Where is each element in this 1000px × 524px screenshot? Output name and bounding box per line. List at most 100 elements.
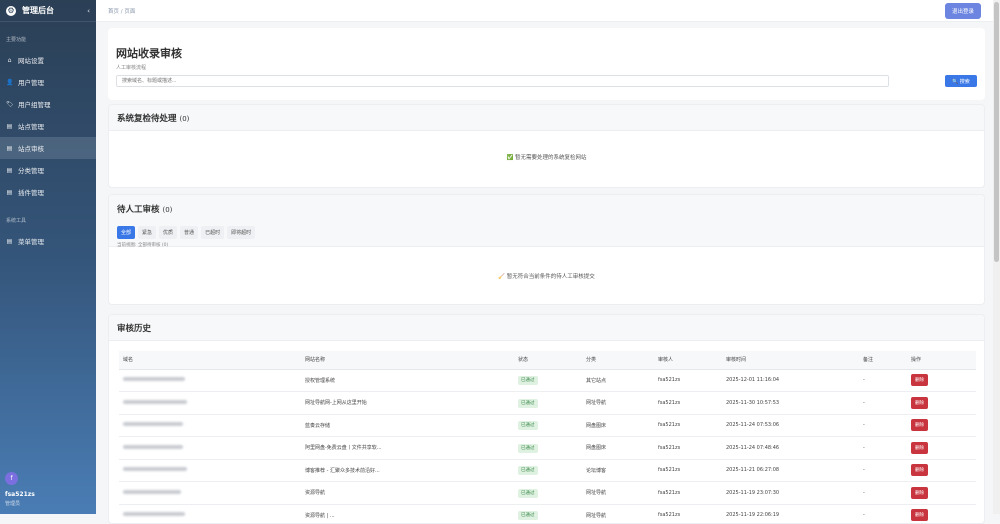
column-header: 审核人: [654, 351, 722, 370]
category: 网盘图床: [582, 414, 654, 437]
table-row: 授权管理系统 已通过 其它站点 fsa521zs 2025-12-01 11:1…: [119, 369, 976, 392]
delete-button[interactable]: 删除: [911, 396, 928, 409]
search-input[interactable]: [116, 75, 889, 87]
check-icon: ✅: [506, 155, 514, 161]
category: 网址导航: [582, 481, 654, 505]
reviewer: fsa521zs: [654, 459, 722, 482]
note: -: [859, 391, 907, 415]
note: -: [859, 414, 907, 437]
system-recheck-card: 系统复检待处理 (0) ✅ 暂无需要处理的系统复检网站: [108, 104, 985, 188]
table-row: 阿里网盘-免费云盘丨文件共享软... 已通过 网盘图床 fsa521zs 202…: [119, 436, 976, 460]
document-icon: ▤: [6, 166, 13, 174]
filter-chip[interactable]: 紧急: [138, 226, 157, 239]
delete-button[interactable]: 删除: [911, 419, 928, 432]
sidebar-item-tool-0[interactable]: ▤ 菜单管理: [0, 230, 96, 252]
history-table: 域名 网站名称 状态 分类 审核人 审核时间 备注 操作 授权管理系统 已通过 其它站点 fs…: [119, 351, 976, 523]
sidebar-item-label: 网站设置: [18, 57, 44, 65]
sidebar-item-label: 菜单管理: [18, 238, 44, 246]
column-header: 网站名称: [301, 351, 514, 370]
filter-chip[interactable]: 优质: [159, 226, 178, 239]
status-badge: 已通过: [518, 511, 538, 521]
user-name: fsa521zs: [5, 491, 35, 498]
sidebar-item-3[interactable]: ▤ 站点管理: [0, 115, 96, 137]
site-name: 资源导航 | ...: [301, 504, 514, 523]
sidebar-item-6[interactable]: ▤ 插件管理: [0, 181, 96, 203]
sidebar-item-label: 站点管理: [18, 123, 44, 131]
site-name: 资源导航: [301, 481, 514, 505]
site-name: 阿里网盘-免费云盘丨文件共享软...: [301, 436, 514, 460]
site-name: 蓝奏云存储: [301, 414, 514, 437]
scrollbar[interactable]: [993, 0, 1000, 514]
header-card: 网站收录审核 人工审核流程 🔍 搜索: [108, 28, 985, 100]
note: -: [859, 459, 907, 482]
reviewer: fsa521zs: [654, 436, 722, 460]
category: 网盘图床: [582, 436, 654, 460]
blurred-domain: [123, 377, 185, 382]
category: 网址导航: [582, 504, 654, 523]
table-row: 网址导航网-上网从这里开始 已通过 网址导航 fsa521zs 2025-11-…: [119, 391, 976, 415]
column-header: 状态: [514, 351, 582, 370]
gear-icon: ⚙: [6, 5, 16, 16]
filter-chip[interactable]: 已超时: [201, 226, 225, 239]
sidebar-item-4[interactable]: ▤ 站点审核: [0, 137, 96, 159]
sidebar-item-1[interactable]: 👤 用户管理: [0, 71, 96, 93]
status-badge: 已通过: [518, 443, 538, 453]
review-time: 2025-11-24 07:48:46: [722, 436, 859, 460]
sidebar-item-2[interactable]: 🏷 用户组管理: [0, 93, 96, 115]
history-card: 审核历史 域名 网站名称 状态 分类 审核人 审核时间 备注 操作 授权管理系统 已通过 其它…: [108, 314, 985, 524]
site-name: 博客推荐 - 汇聚众多技术前沿好...: [301, 459, 514, 482]
blurred-domain: [123, 467, 187, 472]
search-button[interactable]: 🔍 搜索: [945, 75, 977, 87]
section-title: 系统复检待处理 (0): [117, 113, 190, 124]
sidebar-item-label: 分类管理: [18, 167, 44, 175]
manual-review-card: 待人工审核 (0) 全部 紧急 优质 普通 已超时 即将超时 当前视图: 全部待审核 (0…: [108, 194, 985, 305]
column-header: 分类: [582, 351, 654, 370]
document-icon: ▤: [6, 122, 13, 130]
delete-button[interactable]: 删除: [911, 441, 928, 454]
note: -: [859, 369, 907, 392]
reviewer: fsa521zs: [654, 481, 722, 505]
review-time: 2025-11-19 23:07:30: [722, 481, 859, 505]
site-name: 网址导航网-上网从这里开始: [301, 391, 514, 415]
category: 论坛博客: [582, 459, 654, 482]
delete-button[interactable]: 删除: [911, 374, 928, 387]
avatar: f: [5, 472, 18, 485]
delete-button[interactable]: 删除: [911, 486, 928, 499]
filter-chip[interactable]: 即将超时: [227, 226, 256, 239]
review-time: 2025-11-24 07:53:06: [722, 414, 859, 437]
section-tools: 系统工具: [6, 218, 27, 224]
logout-button[interactable]: 退出登录: [944, 2, 981, 19]
home-icon: ⌂: [7, 56, 12, 64]
review-time: 2025-11-19 22:06:19: [722, 504, 859, 523]
sidebar-item-0[interactable]: ⌂ 网站设置: [0, 49, 96, 71]
chevron-left-icon[interactable]: ‹: [87, 6, 90, 15]
blurred-domain: [123, 399, 187, 404]
breadcrumb[interactable]: 首页 / 页面: [108, 8, 136, 15]
view-note: 当前视图: 全部待审核 (0): [117, 243, 169, 248]
table-row: 博客推荐 - 汇聚众多技术前沿好... 已通过 论坛博客 fsa521zs 20…: [119, 459, 976, 482]
filter-chip[interactable]: 普通: [180, 226, 199, 239]
empty-state: 🧹 暂无符合当前条件的待人工审核提交: [498, 274, 595, 280]
delete-button[interactable]: 删除: [911, 509, 928, 522]
site-name: 授权管理系统: [301, 369, 514, 392]
document-icon: ▤: [6, 188, 13, 196]
section-title: 审核历史: [117, 323, 152, 334]
category: 网址导航: [582, 391, 654, 415]
sidebar: ⚙ 管理后台 ‹ 主要功能 ⌂ 网站设置 👤 用户管理 🏷 用户组管理 ▤ 站点管理 ▤ 站点审核…: [0, 0, 96, 514]
review-time: 2025-12-01 11:16:04: [722, 369, 859, 392]
user-panel[interactable]: f fsa521zs 管理员: [0, 464, 96, 514]
delete-button[interactable]: 删除: [911, 464, 928, 477]
user-role: 管理员: [5, 501, 21, 507]
section-main: 主要功能: [6, 37, 27, 43]
sidebar-item-5[interactable]: ▤ 分类管理: [0, 159, 96, 181]
search-icon: 🔍: [952, 78, 960, 85]
note: -: [859, 436, 907, 460]
topbar: 首页 / 页面 退出登录: [96, 0, 993, 22]
filter-chip[interactable]: 全部: [117, 226, 136, 239]
sidebar-item-label: 站点审核: [18, 145, 44, 153]
table-row: 蓝奏云存储 已通过 网盘图床 fsa521zs 2025-11-24 07:53…: [119, 414, 976, 437]
status-badge: 已通过: [518, 398, 538, 408]
status-badge: 已通过: [518, 376, 538, 386]
review-time: 2025-11-21 06:27:08: [722, 459, 859, 482]
sidebar-title: 管理后台: [22, 6, 54, 15]
